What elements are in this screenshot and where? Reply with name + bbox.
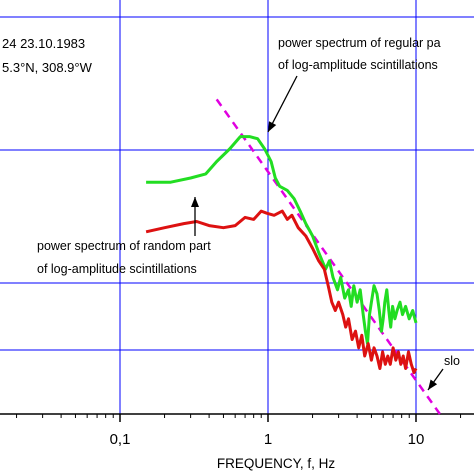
regular-part-arrow-shaft <box>267 75 298 133</box>
random-part-annotation-line-1: power spectrum of random part <box>37 239 211 253</box>
plot-frame <box>0 413 474 422</box>
regular-part-arrow-head <box>268 121 277 132</box>
series-regular-part-line <box>146 135 418 346</box>
annotation-arrows <box>191 75 444 391</box>
regular-part-annotation-line-2: of log-amplitude scintillations <box>278 58 438 72</box>
slope-arrow-head <box>428 379 438 390</box>
x-axis-label: FREQUENCY, f, Hz <box>217 456 336 471</box>
series-group <box>145 135 418 375</box>
regular-part-annotation-line-1: power spectrum of regular pa <box>278 36 441 50</box>
header-line-1: 24 23.10.1983 <box>2 36 85 51</box>
header-line-2: 5.3°N, 308.9°W <box>2 60 93 75</box>
random-part-annotation-line-2: of log-amplitude scintillations <box>37 262 197 276</box>
x-tick-label: 10 <box>408 431 425 448</box>
slope-annotation: slo <box>444 354 460 368</box>
x-tick-label: 0,1 <box>110 431 131 448</box>
grid-lines <box>0 0 474 414</box>
series-random-part-line <box>145 209 418 375</box>
random-part-arrow-head <box>191 197 199 207</box>
x-tick-label: 1 <box>264 431 272 448</box>
